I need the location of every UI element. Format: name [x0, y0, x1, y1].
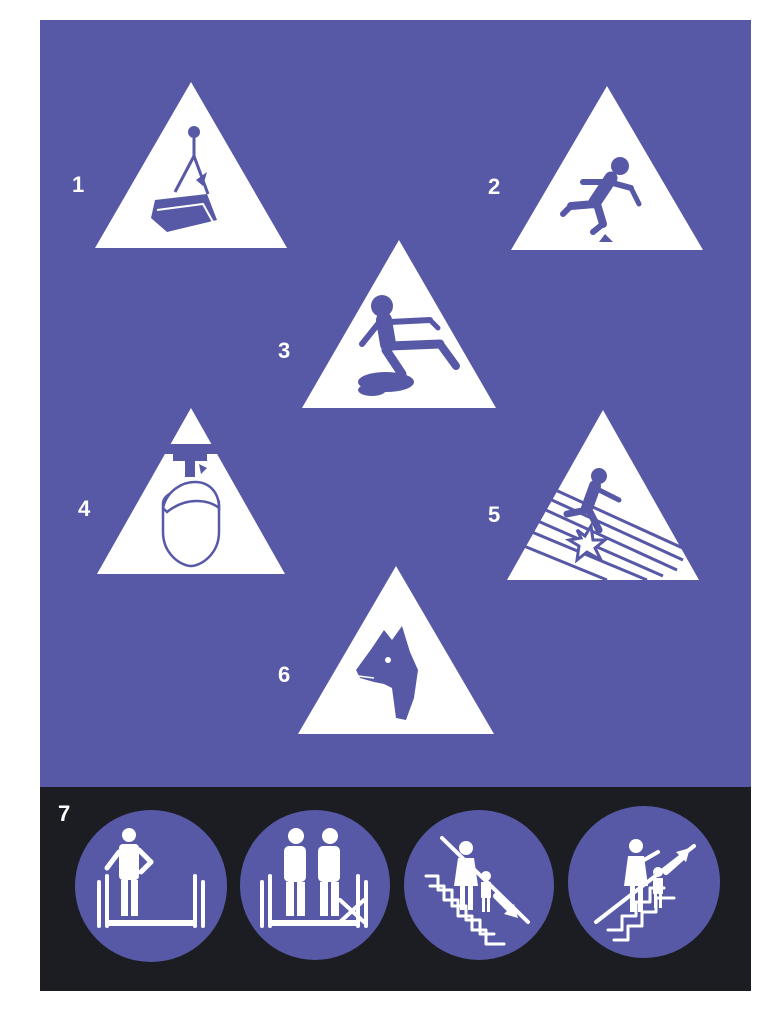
suspended-load-icon	[95, 82, 287, 248]
tripping-person-icon	[511, 86, 703, 250]
sign-number-1: 1	[72, 172, 85, 197]
sign-number-4: 4	[78, 496, 91, 521]
sign-number-3: 3	[278, 338, 291, 363]
band-number-7: 7	[58, 801, 71, 826]
escalator-up-icon	[568, 806, 720, 958]
fragile-roof-icon	[507, 410, 699, 582]
sign-number-6: 6	[278, 662, 291, 687]
sign-number-5: 5	[488, 502, 501, 527]
head-bump-icon	[97, 408, 285, 574]
escalator-down-icon	[404, 810, 554, 960]
slipping-person-icon	[302, 240, 496, 408]
escalator-stand-icon	[75, 810, 227, 962]
sign-number-2: 2	[488, 174, 501, 199]
guard-dog-icon	[298, 566, 494, 734]
escalator-pair-icon	[240, 810, 390, 960]
